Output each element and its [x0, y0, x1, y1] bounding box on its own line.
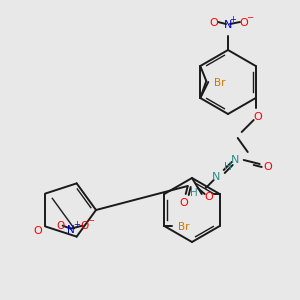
Text: O: O: [179, 198, 188, 208]
Text: O: O: [210, 18, 218, 28]
Text: O: O: [240, 18, 248, 28]
Text: +: +: [73, 220, 80, 229]
Text: +: +: [230, 16, 236, 25]
Text: H: H: [190, 188, 198, 198]
Text: Br: Br: [178, 222, 190, 232]
Text: N: N: [224, 20, 232, 30]
Text: N: N: [230, 155, 239, 165]
Text: −: −: [247, 14, 254, 22]
Text: O: O: [253, 112, 262, 122]
Text: O: O: [204, 192, 213, 202]
Text: H: H: [224, 162, 232, 172]
Text: N: N: [212, 172, 220, 182]
Text: O: O: [33, 226, 42, 236]
Text: Br: Br: [214, 78, 226, 88]
Text: −: −: [87, 216, 94, 225]
Text: N: N: [67, 225, 74, 235]
Text: O: O: [80, 220, 89, 231]
Text: O: O: [263, 162, 272, 172]
Text: O: O: [56, 220, 65, 231]
